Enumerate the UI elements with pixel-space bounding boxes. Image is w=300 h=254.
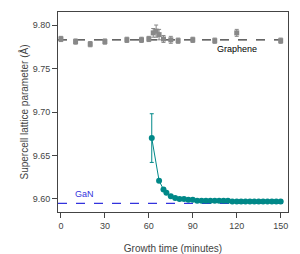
svg-text:120: 120 — [229, 221, 244, 231]
svg-text:9.60: 9.60 — [33, 194, 51, 204]
svg-text:9.80: 9.80 — [33, 20, 51, 30]
svg-text:30: 30 — [100, 221, 110, 231]
svg-text:9.75: 9.75 — [33, 64, 51, 74]
svg-text:60: 60 — [144, 221, 154, 231]
svg-text:150: 150 — [273, 221, 288, 231]
svg-text:Growth time (minutes): Growth time (minutes) — [124, 243, 222, 254]
svg-text:90: 90 — [188, 221, 198, 231]
svg-text:Supercell lattice parameter (Å: Supercell lattice parameter (Å) — [18, 44, 30, 179]
svg-text:9.70: 9.70 — [33, 107, 51, 117]
svg-text:0: 0 — [58, 221, 63, 231]
svg-text:9.65: 9.65 — [33, 151, 51, 161]
svg-text:GaN: GaN — [75, 189, 94, 199]
svg-text:Graphene: Graphene — [217, 44, 257, 54]
